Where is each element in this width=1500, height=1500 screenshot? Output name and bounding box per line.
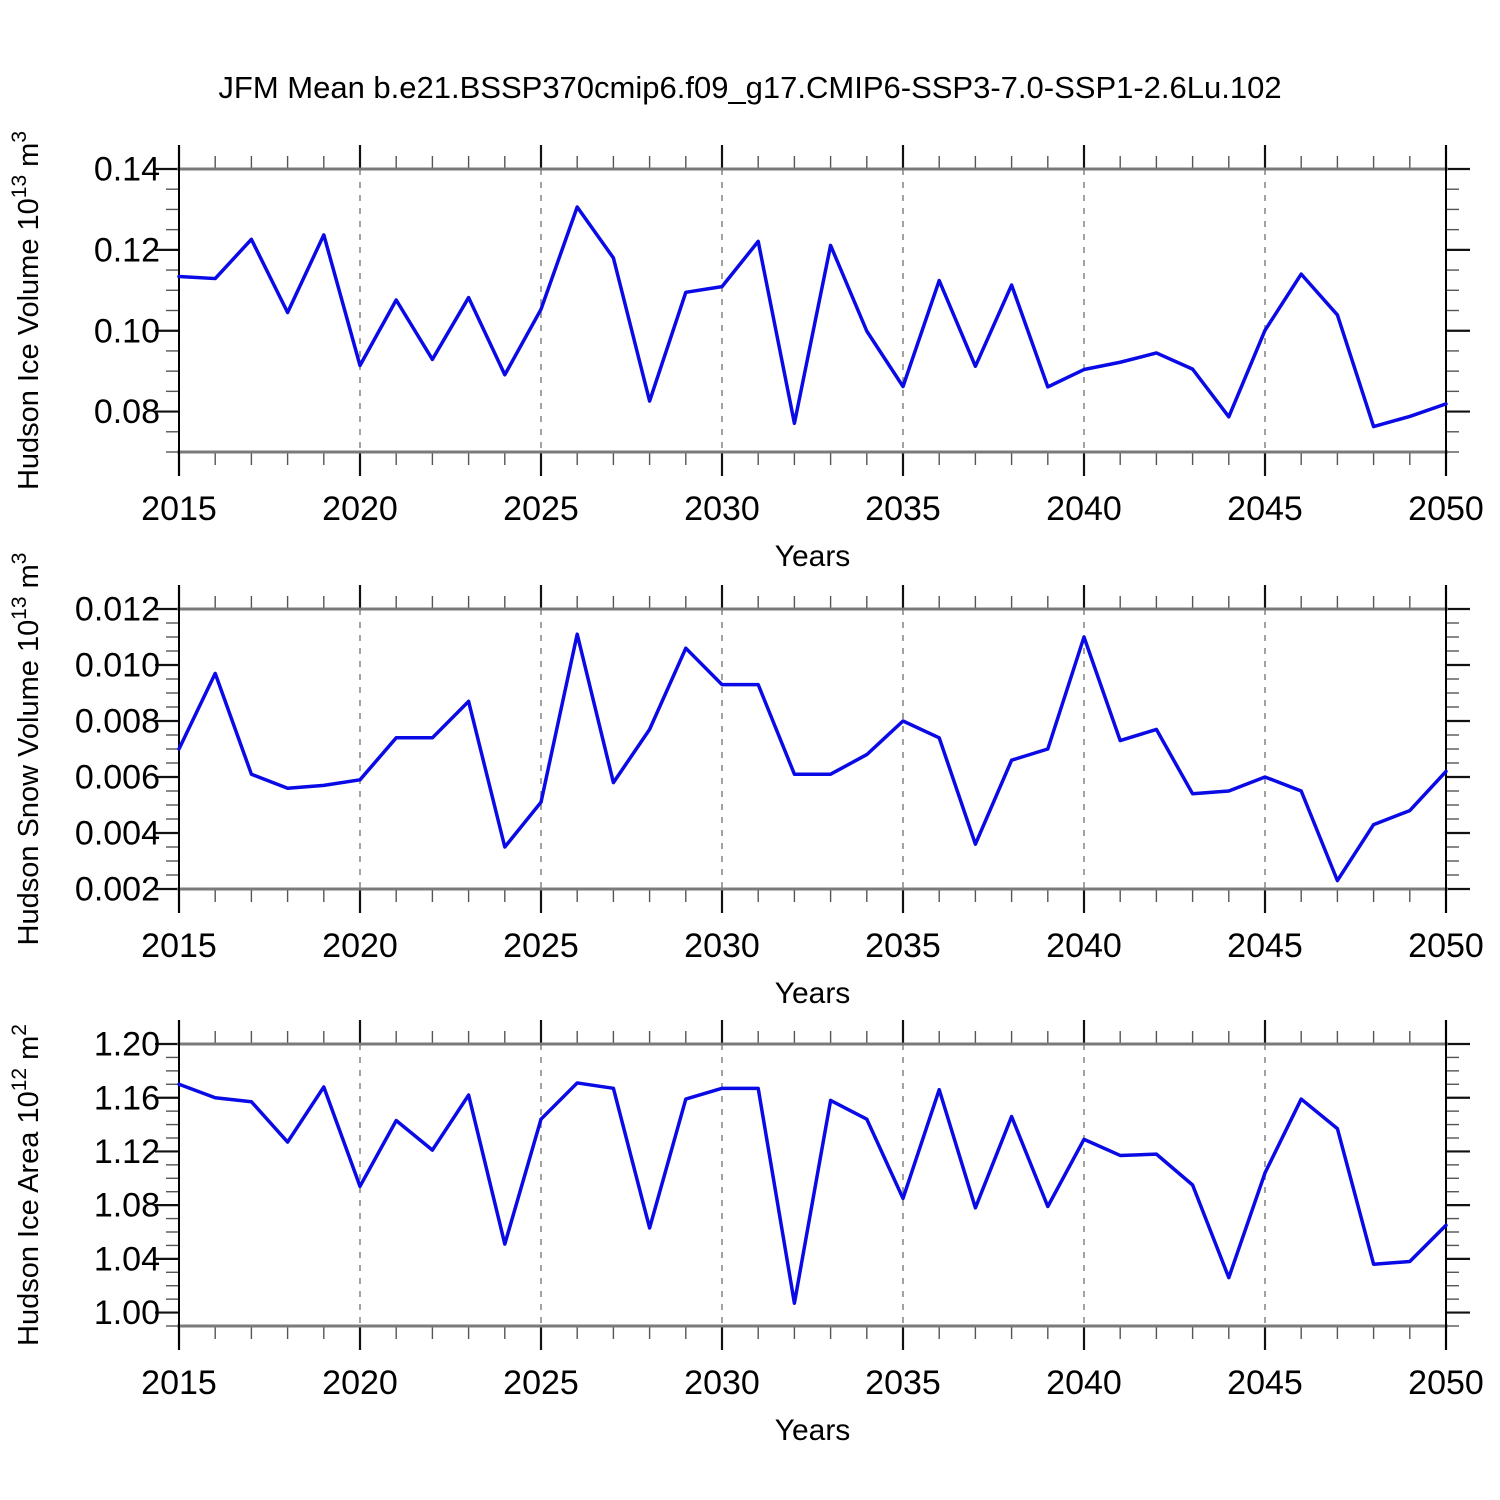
x-tick-label: 2025 <box>503 490 579 528</box>
y-tick-label: 0.010 <box>75 647 160 685</box>
y-tick-label: 0.14 <box>94 151 160 189</box>
x-axis-label: Years <box>775 977 851 1010</box>
x-tick-label: 2045 <box>1227 1364 1303 1402</box>
series-line-panel-3 <box>177 1081 1448 1305</box>
y-tick-label: 0.006 <box>75 759 160 797</box>
x-tick-label: 2040 <box>1046 1364 1122 1402</box>
y-axis-label: Hudson Snow Volume 1013 m3 <box>8 553 45 946</box>
x-tick-label: 2030 <box>684 927 760 965</box>
x-tick-label: 2030 <box>684 490 760 528</box>
x-tick-label: 2050 <box>1408 1364 1484 1402</box>
x-axis-label: Years <box>775 540 851 573</box>
x-tick-label: 2020 <box>322 490 398 528</box>
series-line-panel-1 <box>177 205 1448 429</box>
y-tick-label: 0.002 <box>75 871 160 909</box>
y-tick-label: 1.12 <box>94 1133 160 1171</box>
x-tick-label: 2035 <box>865 1364 941 1402</box>
y-tick-label: 1.00 <box>94 1294 160 1332</box>
x-tick-label: 2025 <box>503 927 579 965</box>
y-tick-label: 0.10 <box>94 312 160 350</box>
y-tick-label: 0.08 <box>94 393 160 431</box>
panel-1: 0.14 0.12 0.10 0.08 2015 2020 2025 2030 2035 2040… <box>8 131 1484 573</box>
x-tick-label: 2040 <box>1046 927 1122 965</box>
y-tick-label: 1.08 <box>94 1187 160 1225</box>
x-tick-label: 2030 <box>684 1364 760 1402</box>
series-line-panel-2 <box>177 632 1448 883</box>
x-tick-label: 2035 <box>865 927 941 965</box>
x-tick-label: 2050 <box>1408 490 1484 528</box>
y-tick-label: 1.04 <box>94 1240 160 1278</box>
x-tick-label: 2050 <box>1408 927 1484 965</box>
y-tick-label: 0.008 <box>75 703 160 741</box>
y-tick-label: 0.012 <box>75 591 160 629</box>
x-tick-label: 2045 <box>1227 490 1303 528</box>
x-tick-label: 2015 <box>141 490 217 528</box>
x-tick-label: 2015 <box>141 1364 217 1402</box>
y-tick-label: 0.12 <box>94 231 160 269</box>
x-tick-label: 2025 <box>503 1364 579 1402</box>
x-tick-label: 2045 <box>1227 927 1303 965</box>
figure-title: JFM Mean b.e21.BSSP370cmip6.f09_g17.CMIP… <box>218 70 1282 105</box>
x-tick-label: 2020 <box>322 1364 398 1402</box>
y-tick-label: 1.20 <box>94 1026 160 1064</box>
x-tick-label: 2015 <box>141 927 217 965</box>
x-axis-label: Years <box>775 1414 851 1447</box>
x-tick-label: 2040 <box>1046 490 1122 528</box>
y-tick-label: 0.004 <box>75 815 160 853</box>
x-tick-label: 2020 <box>322 927 398 965</box>
x-tick-label: 2035 <box>865 490 941 528</box>
panel-2: 0.012 0.010 0.008 0.006 0.004 0.002 2015 2020 20… <box>8 553 1484 1010</box>
y-tick-label: 1.16 <box>94 1079 160 1117</box>
panel-3: 1.20 1.16 1.12 1.08 1.04 1.00 2015 2020 2025 2030… <box>8 1020 1484 1447</box>
y-axis-label: Hudson Ice Volume 1013 m3 <box>8 131 45 490</box>
y-axis-label: Hudson Ice Area 1012 m2 <box>8 1024 45 1346</box>
